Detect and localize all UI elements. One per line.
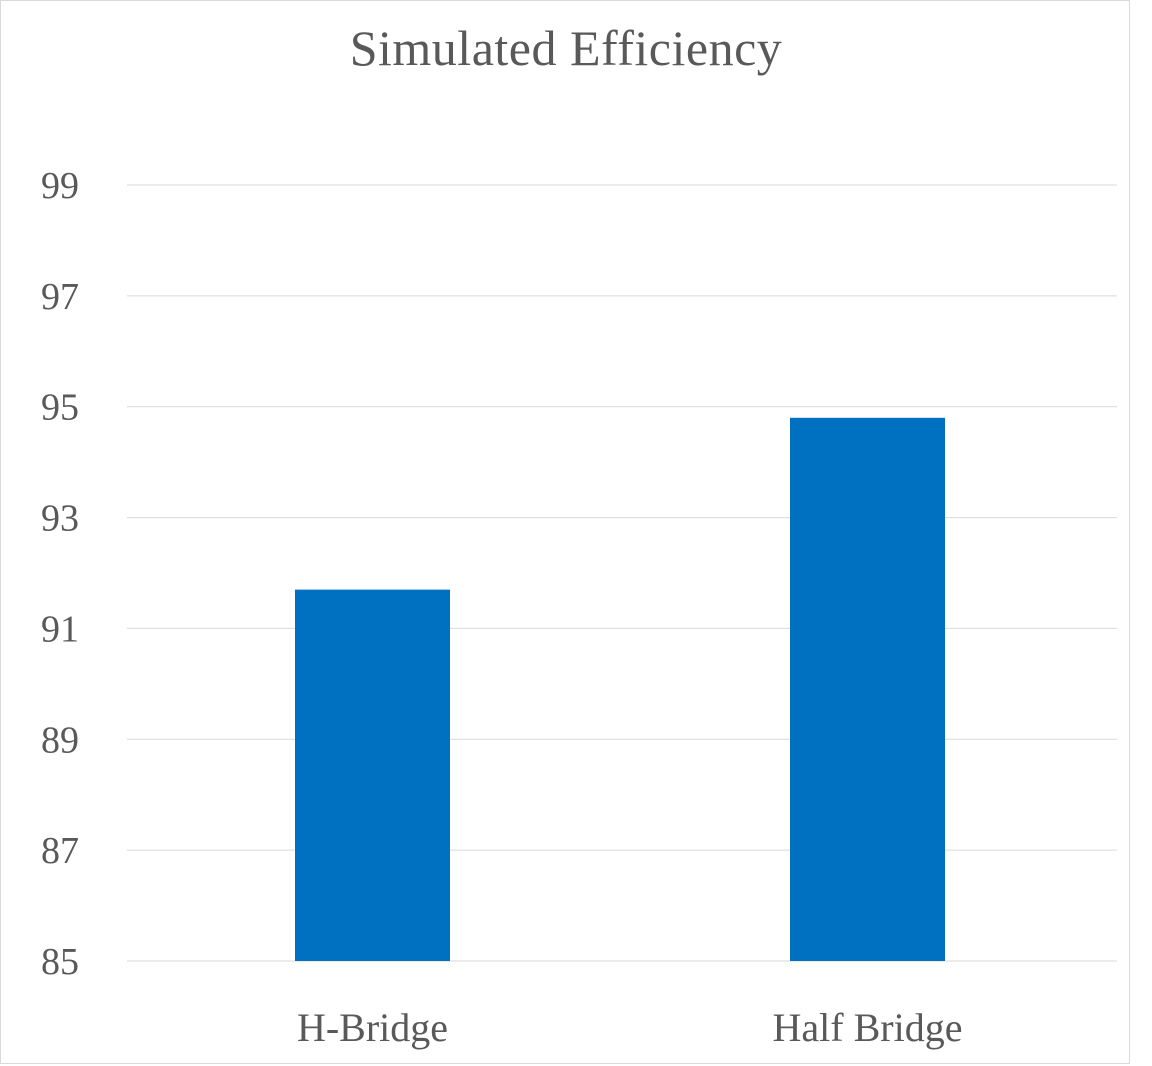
x-category-label: H-Bridge [297,1005,448,1050]
chart-plot: 85 87 89 91 93 95 97 99 H-Bridge Half Bridge [41,165,1117,1050]
x-axis-categories: H-Bridge Half Bridge [297,1005,963,1050]
y-tick-label: 87 [41,830,79,872]
x-category-label: Half Bridge [773,1005,963,1050]
gridlines [127,184,1117,962]
chart-title: Simulated Efficiency [349,20,783,76]
y-tick-label: 91 [41,608,79,650]
y-tick-label: 99 [41,165,79,207]
y-tick-label: 93 [41,498,79,540]
y-axis-ticks: 85 87 89 91 93 95 97 99 [41,165,79,983]
y-tick-label: 95 [41,387,79,429]
bars [295,417,945,961]
bar-h-bridge [295,589,450,961]
y-tick-label: 89 [41,719,79,761]
y-tick-label: 97 [41,276,79,318]
bar-half-bridge [790,417,945,961]
chart-frame: Simulated Efficiency 85 87 89 91 93 95 97 99 H-… [0,0,1130,1064]
y-tick-label: 85 [41,941,79,983]
